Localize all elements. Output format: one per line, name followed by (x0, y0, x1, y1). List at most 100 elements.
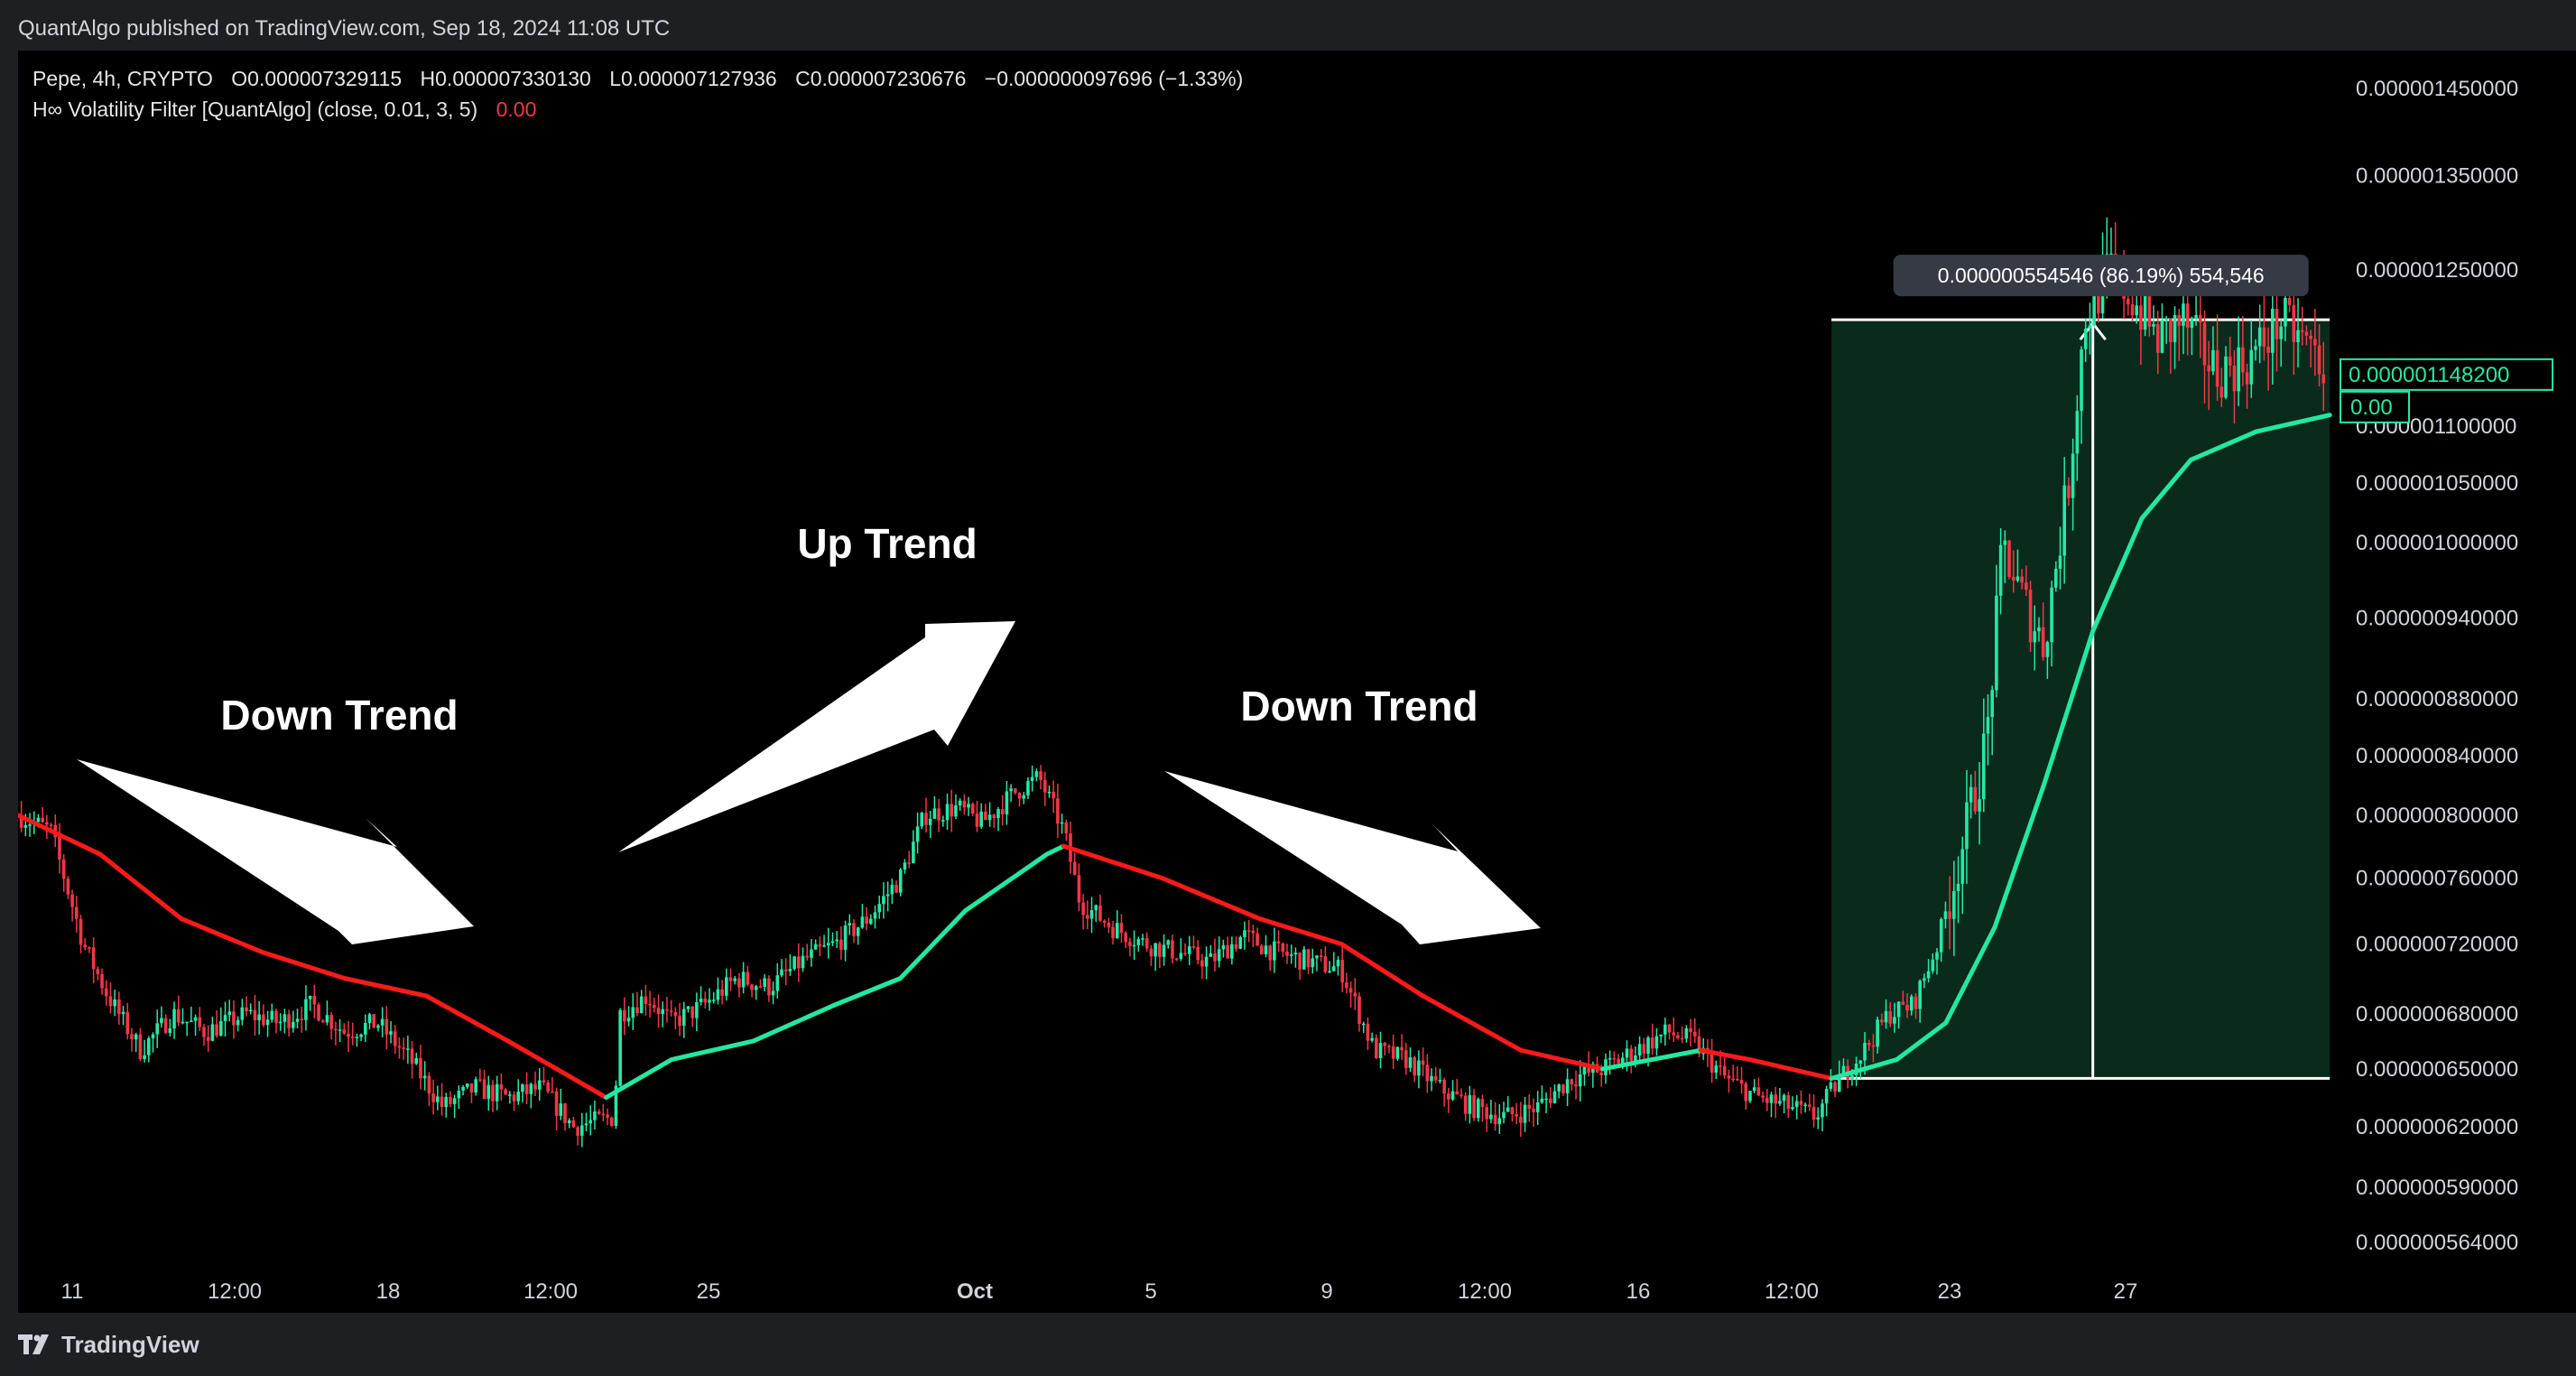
candle-up (843, 925, 848, 950)
volatility-filter-line (1518, 1047, 1606, 1072)
candle-down (1676, 1035, 1680, 1038)
candle-down (385, 1018, 389, 1035)
candle-down (656, 1008, 661, 1015)
candle-down (300, 1018, 304, 1020)
candle-up (2152, 323, 2155, 327)
candle-up (580, 1125, 584, 1136)
candle-up (1956, 883, 1960, 891)
candle-up (1850, 1074, 1854, 1080)
symbol-label[interactable]: Pepe, 4h, CRYPTO (32, 67, 213, 90)
candle-up (1154, 943, 1157, 957)
candle-up (775, 975, 780, 991)
x-tick-label: 27 (2114, 1279, 2138, 1304)
candle-up (223, 1015, 227, 1021)
candle-down (2097, 284, 2100, 314)
candle-up (780, 969, 783, 976)
candle-up (733, 978, 737, 981)
candle-down (79, 918, 83, 945)
candle-up (1022, 795, 1026, 799)
indicator-label[interactable]: H∞ Volatility Filter [QuantAlgo] (close,… (32, 98, 478, 121)
candle-up (1841, 1065, 1846, 1075)
candle-down (1072, 861, 1077, 876)
candle-up (1289, 954, 1293, 956)
candle-up (1634, 1055, 1637, 1062)
candle-down (750, 984, 754, 990)
candle-down (202, 1027, 206, 1037)
trend-arrow (1164, 771, 1541, 944)
candle-up (1162, 944, 1166, 957)
candle-up (1582, 1066, 1587, 1075)
candle-up (1243, 930, 1246, 937)
candle-down (1259, 945, 1264, 954)
candle-down (1281, 943, 1285, 953)
candle-down (2292, 304, 2296, 342)
candle-down (1375, 1037, 1378, 1059)
candle-up (2045, 642, 2050, 657)
candle-down (19, 814, 23, 828)
candle-down (2219, 386, 2224, 398)
candle-down (1722, 1065, 1727, 1076)
candle-down (1756, 1087, 1761, 1096)
candle-up (181, 1021, 185, 1024)
volatility-filter-line (669, 1038, 755, 1063)
candle-up (1918, 981, 1923, 1009)
candle-down (504, 1089, 507, 1095)
candle-up (1438, 1080, 1442, 1082)
candle-up (763, 978, 766, 987)
candle-down (1340, 960, 1344, 983)
candle-up (1311, 958, 1315, 968)
candle-down (1196, 946, 1200, 961)
candle-down (1527, 1104, 1532, 1110)
indicator-value-label: 0.00 (2350, 395, 2393, 420)
y-tick-label: 0.000000840000 (2356, 744, 2518, 768)
candle-up (2033, 631, 2037, 643)
candle-down (962, 800, 967, 808)
candle-down (58, 837, 61, 860)
candle-up (295, 1018, 300, 1022)
candle-up (695, 1001, 699, 1018)
candle-up (873, 912, 877, 919)
candle-up (716, 989, 720, 1000)
price-chart[interactable]: 0.000000554546 (86.19%) 554,546 Down Tren… (18, 51, 2576, 1313)
candle-down (609, 1117, 614, 1126)
candle-up (2160, 320, 2164, 353)
candle-down (1739, 1079, 1744, 1084)
candle-up (325, 1015, 329, 1023)
candle-down (728, 977, 733, 981)
candle-up (436, 1096, 440, 1102)
volatility-filter-line (1747, 1057, 1834, 1081)
candle-up (1748, 1091, 1752, 1102)
range-measure-box[interactable] (1831, 320, 2330, 1079)
candle-up (248, 1009, 253, 1012)
candle-down (1098, 905, 1102, 921)
volatility-filter-line (2139, 457, 2193, 521)
candle-down (342, 1029, 347, 1034)
candle-down (542, 1080, 546, 1083)
x-tick-label: 11 (61, 1279, 84, 1304)
candle-up (1230, 944, 1234, 959)
candle-down (1158, 943, 1162, 957)
candle-down (563, 1103, 567, 1124)
tradingview-logo[interactable]: TradingView (18, 1331, 199, 1359)
candle-down (2207, 365, 2211, 372)
candle-up (813, 944, 818, 950)
candle-down (499, 1083, 504, 1090)
candle-down (215, 1024, 218, 1037)
candle-up (1217, 949, 1221, 962)
candle-up (2284, 298, 2287, 327)
chart-area[interactable]: 0.000000554546 (86.19%) 554,546 Down Tren… (18, 51, 2576, 1313)
y-tick-label: 0.000001250000 (2356, 258, 2518, 283)
candle-down (2202, 322, 2207, 366)
volatility-filter-line (18, 813, 102, 857)
y-tick-label: 0.000000940000 (2356, 607, 2518, 631)
candle-up (826, 943, 830, 946)
candle-up (1331, 966, 1336, 972)
candle-down (1353, 992, 1357, 997)
candle-up (2080, 349, 2083, 412)
candle-up (2058, 555, 2062, 569)
candle-down (635, 1007, 639, 1014)
candle-up (359, 1034, 363, 1037)
candle-down (2041, 627, 2045, 657)
volatility-filter-line (261, 950, 347, 981)
candle-up (2279, 326, 2284, 339)
